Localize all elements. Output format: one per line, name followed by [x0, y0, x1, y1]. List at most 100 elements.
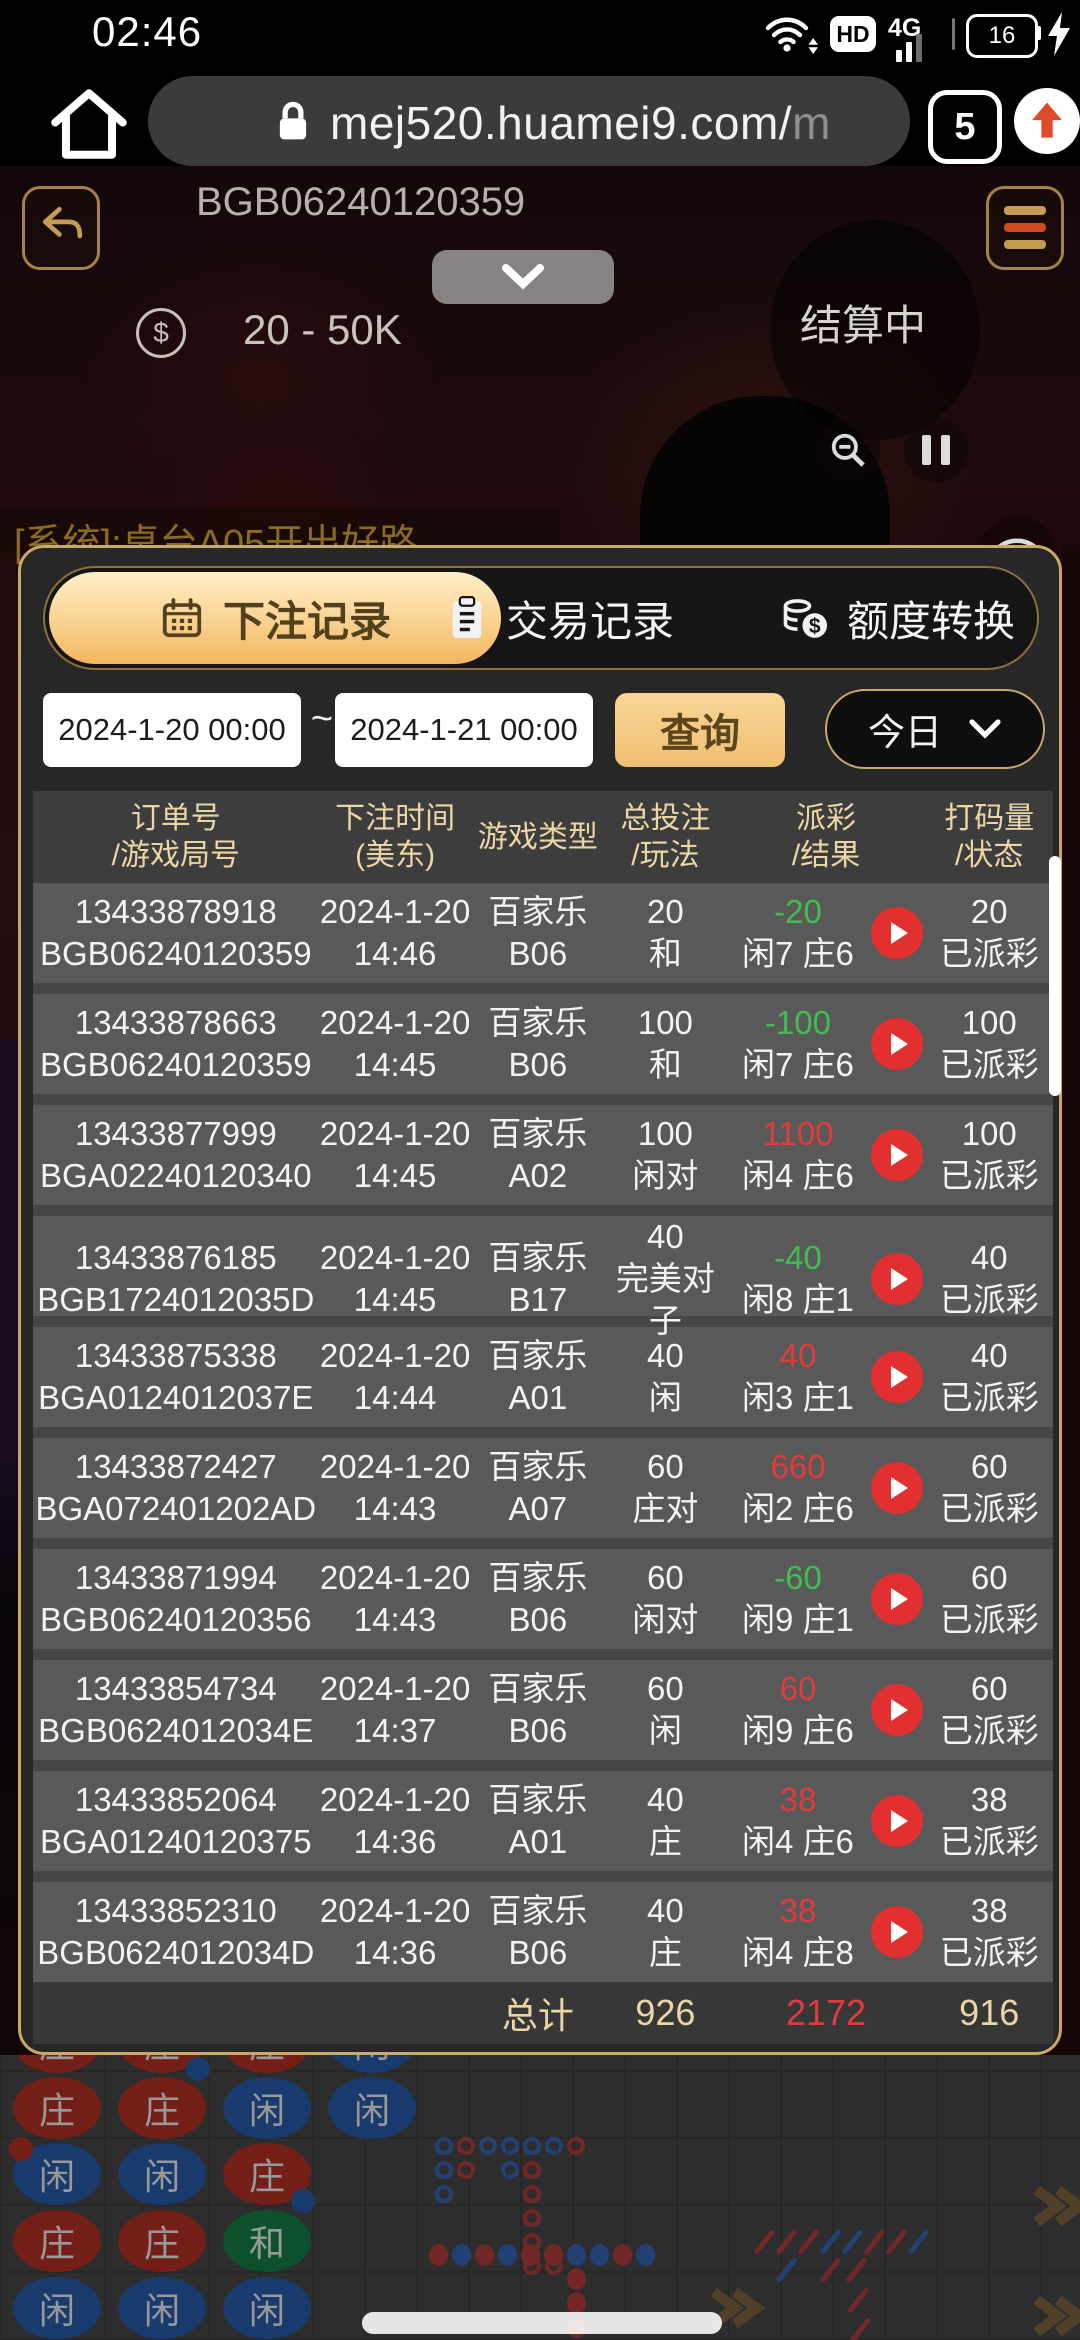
hd-badge: HD [830, 16, 876, 52]
replay-cell [869, 1573, 925, 1625]
header-cell: 派彩/结果 [791, 802, 861, 872]
game-type-cell: 百家乐B06 [488, 1559, 588, 1638]
table-round-id: BGB06240120359 [196, 180, 526, 224]
replay-button[interactable] [871, 1906, 924, 1958]
vertical-scrollbar-thumb[interactable] [1049, 856, 1061, 1096]
roadmap-cell-player: 闲 [328, 2055, 416, 2073]
replay-button[interactable] [871, 1129, 924, 1181]
home-button[interactable] [46, 84, 132, 164]
replay-cell [869, 1795, 925, 1847]
wifi-icon [765, 17, 818, 54]
payout-cell: -100 闲7 庄6 [742, 1004, 854, 1083]
header-cell: 打码量/状态 [944, 802, 1035, 872]
small-road-mark [498, 2244, 517, 2266]
turnover-cell: 40 已派彩 [939, 1239, 1039, 1318]
table-row: 13433854734 BGB0624012034E 2024-1-20 14:37 百… [33, 1660, 1053, 1760]
replay-button[interactable] [871, 1253, 924, 1305]
svg-text:$: $ [809, 615, 821, 638]
date-range-dropdown[interactable]: 今日 [825, 689, 1045, 769]
tab-bet-records[interactable]: 下注记录 [49, 572, 501, 664]
replay-button[interactable] [871, 1684, 924, 1736]
bet-limits: 20 - 50K [243, 306, 402, 353]
game-type-cell: 百家乐B06 [488, 1670, 588, 1749]
roadmap-cell-player: 闲 [223, 2277, 311, 2339]
date-to-input[interactable]: 2024-1-21 00:00 [335, 693, 593, 767]
order-cell: 13433852310 BGB0624012034D [37, 1892, 315, 1971]
replay-cell [869, 1253, 925, 1305]
roadmap-cell-banker: 庄 [118, 2210, 206, 2272]
bet-cell: 20 和 [647, 893, 684, 972]
roadmap-cell-banker: 庄 [13, 2077, 101, 2139]
magnifier-minus-icon [831, 433, 865, 467]
big-eye-road-mark [479, 2137, 497, 2155]
replay-button[interactable] [871, 907, 924, 959]
tab-label: 下注记录 [222, 597, 391, 645]
replay-button[interactable] [871, 1462, 924, 1514]
tab-label: 交易记录 [505, 597, 674, 645]
back-arrow-icon [42, 206, 83, 239]
order-cell: 13433875338 BGA0124012037E [38, 1337, 314, 1416]
payout-cell: 38 闲4 庄8 [742, 1892, 854, 1971]
replay-cell [869, 907, 925, 959]
play-icon [891, 1366, 909, 1388]
footer-turnover-total: 916 [959, 1992, 1020, 2033]
roadmap-cell-player: 闲 [118, 2277, 206, 2339]
game-type-cell: 百家乐A02 [488, 1115, 588, 1194]
pause-icon [922, 435, 950, 465]
replay-button[interactable] [871, 1795, 924, 1847]
battery-nub [1036, 26, 1041, 40]
big-eye-road-mark [435, 2185, 453, 2203]
back-button[interactable] [22, 186, 100, 270]
turnover-cell: 38 已派彩 [939, 1781, 1039, 1860]
zoom-out-button[interactable] [816, 418, 880, 482]
query-button[interactable]: 查询 [615, 693, 785, 767]
game-type-cell: 百家乐B06 [488, 1892, 588, 1971]
tab-count-button[interactable]: 5 [928, 90, 1002, 164]
small-road-mark [567, 2244, 586, 2266]
turnover-cell: 60 已派彩 [939, 1559, 1039, 1638]
payout-cell: -40 闲8 庄1 [742, 1239, 854, 1318]
tab-credit-transfer[interactable]: $ 额度转换 [763, 568, 1033, 668]
game-type-cell: 百家乐A07 [488, 1448, 588, 1527]
clipboard-icon [452, 596, 482, 639]
baccarat-roadmap: 庄庄庄闲庄庄闲闲闲闲庄庄庄和闲闲闲 [0, 2055, 1080, 2340]
play-icon [891, 1268, 909, 1290]
coins-icon: $ [783, 599, 828, 638]
menu-button[interactable] [986, 186, 1064, 270]
big-eye-road-mark [457, 2137, 475, 2155]
small-road-mark [521, 2244, 540, 2266]
play-icon [891, 1033, 909, 1055]
time-cell: 2024-1-20 14:37 [319, 1670, 471, 1749]
small-road-mark [590, 2244, 609, 2266]
replay-button[interactable] [871, 1351, 924, 1403]
big-eye-road-mark [523, 2137, 541, 2155]
game-type-cell: 百家乐A01 [488, 1337, 588, 1416]
url-bar[interactable] [148, 76, 910, 166]
tab-transaction-records[interactable]: 交易记录 [430, 568, 690, 668]
bet-cell: 40 闲 [647, 1337, 684, 1416]
share-button[interactable] [1014, 88, 1080, 154]
upload-arrow-icon [1032, 102, 1062, 138]
lock-icon [279, 101, 307, 140]
roadmap-cell-player: 闲 [328, 2077, 416, 2139]
records-modal: 下注记录 交易记录 $ 额度转换 2024-1-20 [18, 545, 1062, 2055]
date-from-input[interactable]: 2024-1-20 00:00 [43, 693, 301, 767]
roadmap-cell-banker: 庄 [223, 2055, 311, 2073]
network-type-label: 4G [888, 14, 922, 42]
replay-button[interactable] [871, 1573, 924, 1625]
big-eye-road-mark [523, 2161, 541, 2179]
roadmap-cell-banker: 庄 [223, 2143, 315, 2213]
table-row: 13433878918 BGB06240120359 2024-1-20 14:46 百… [33, 883, 1053, 983]
game-type-cell: 百家乐A01 [488, 1781, 588, 1860]
horizontal-scrollbar-thumb[interactable] [362, 2312, 722, 2334]
time-cell: 2024-1-20 14:43 [319, 1448, 471, 1527]
order-cell: 13433872427 BGA072401202AD [35, 1448, 317, 1527]
header-cell: 订单号/游戏局号 [111, 802, 240, 872]
time-cell: 2024-1-20 14:46 [319, 893, 471, 972]
small-road-mark [567, 2268, 586, 2290]
collapse-pill[interactable] [432, 250, 614, 304]
replay-button[interactable] [871, 1018, 924, 1070]
chevron-down-icon [969, 719, 1001, 739]
game-type-cell: 百家乐B17 [488, 1239, 588, 1318]
pause-button[interactable] [904, 418, 968, 482]
